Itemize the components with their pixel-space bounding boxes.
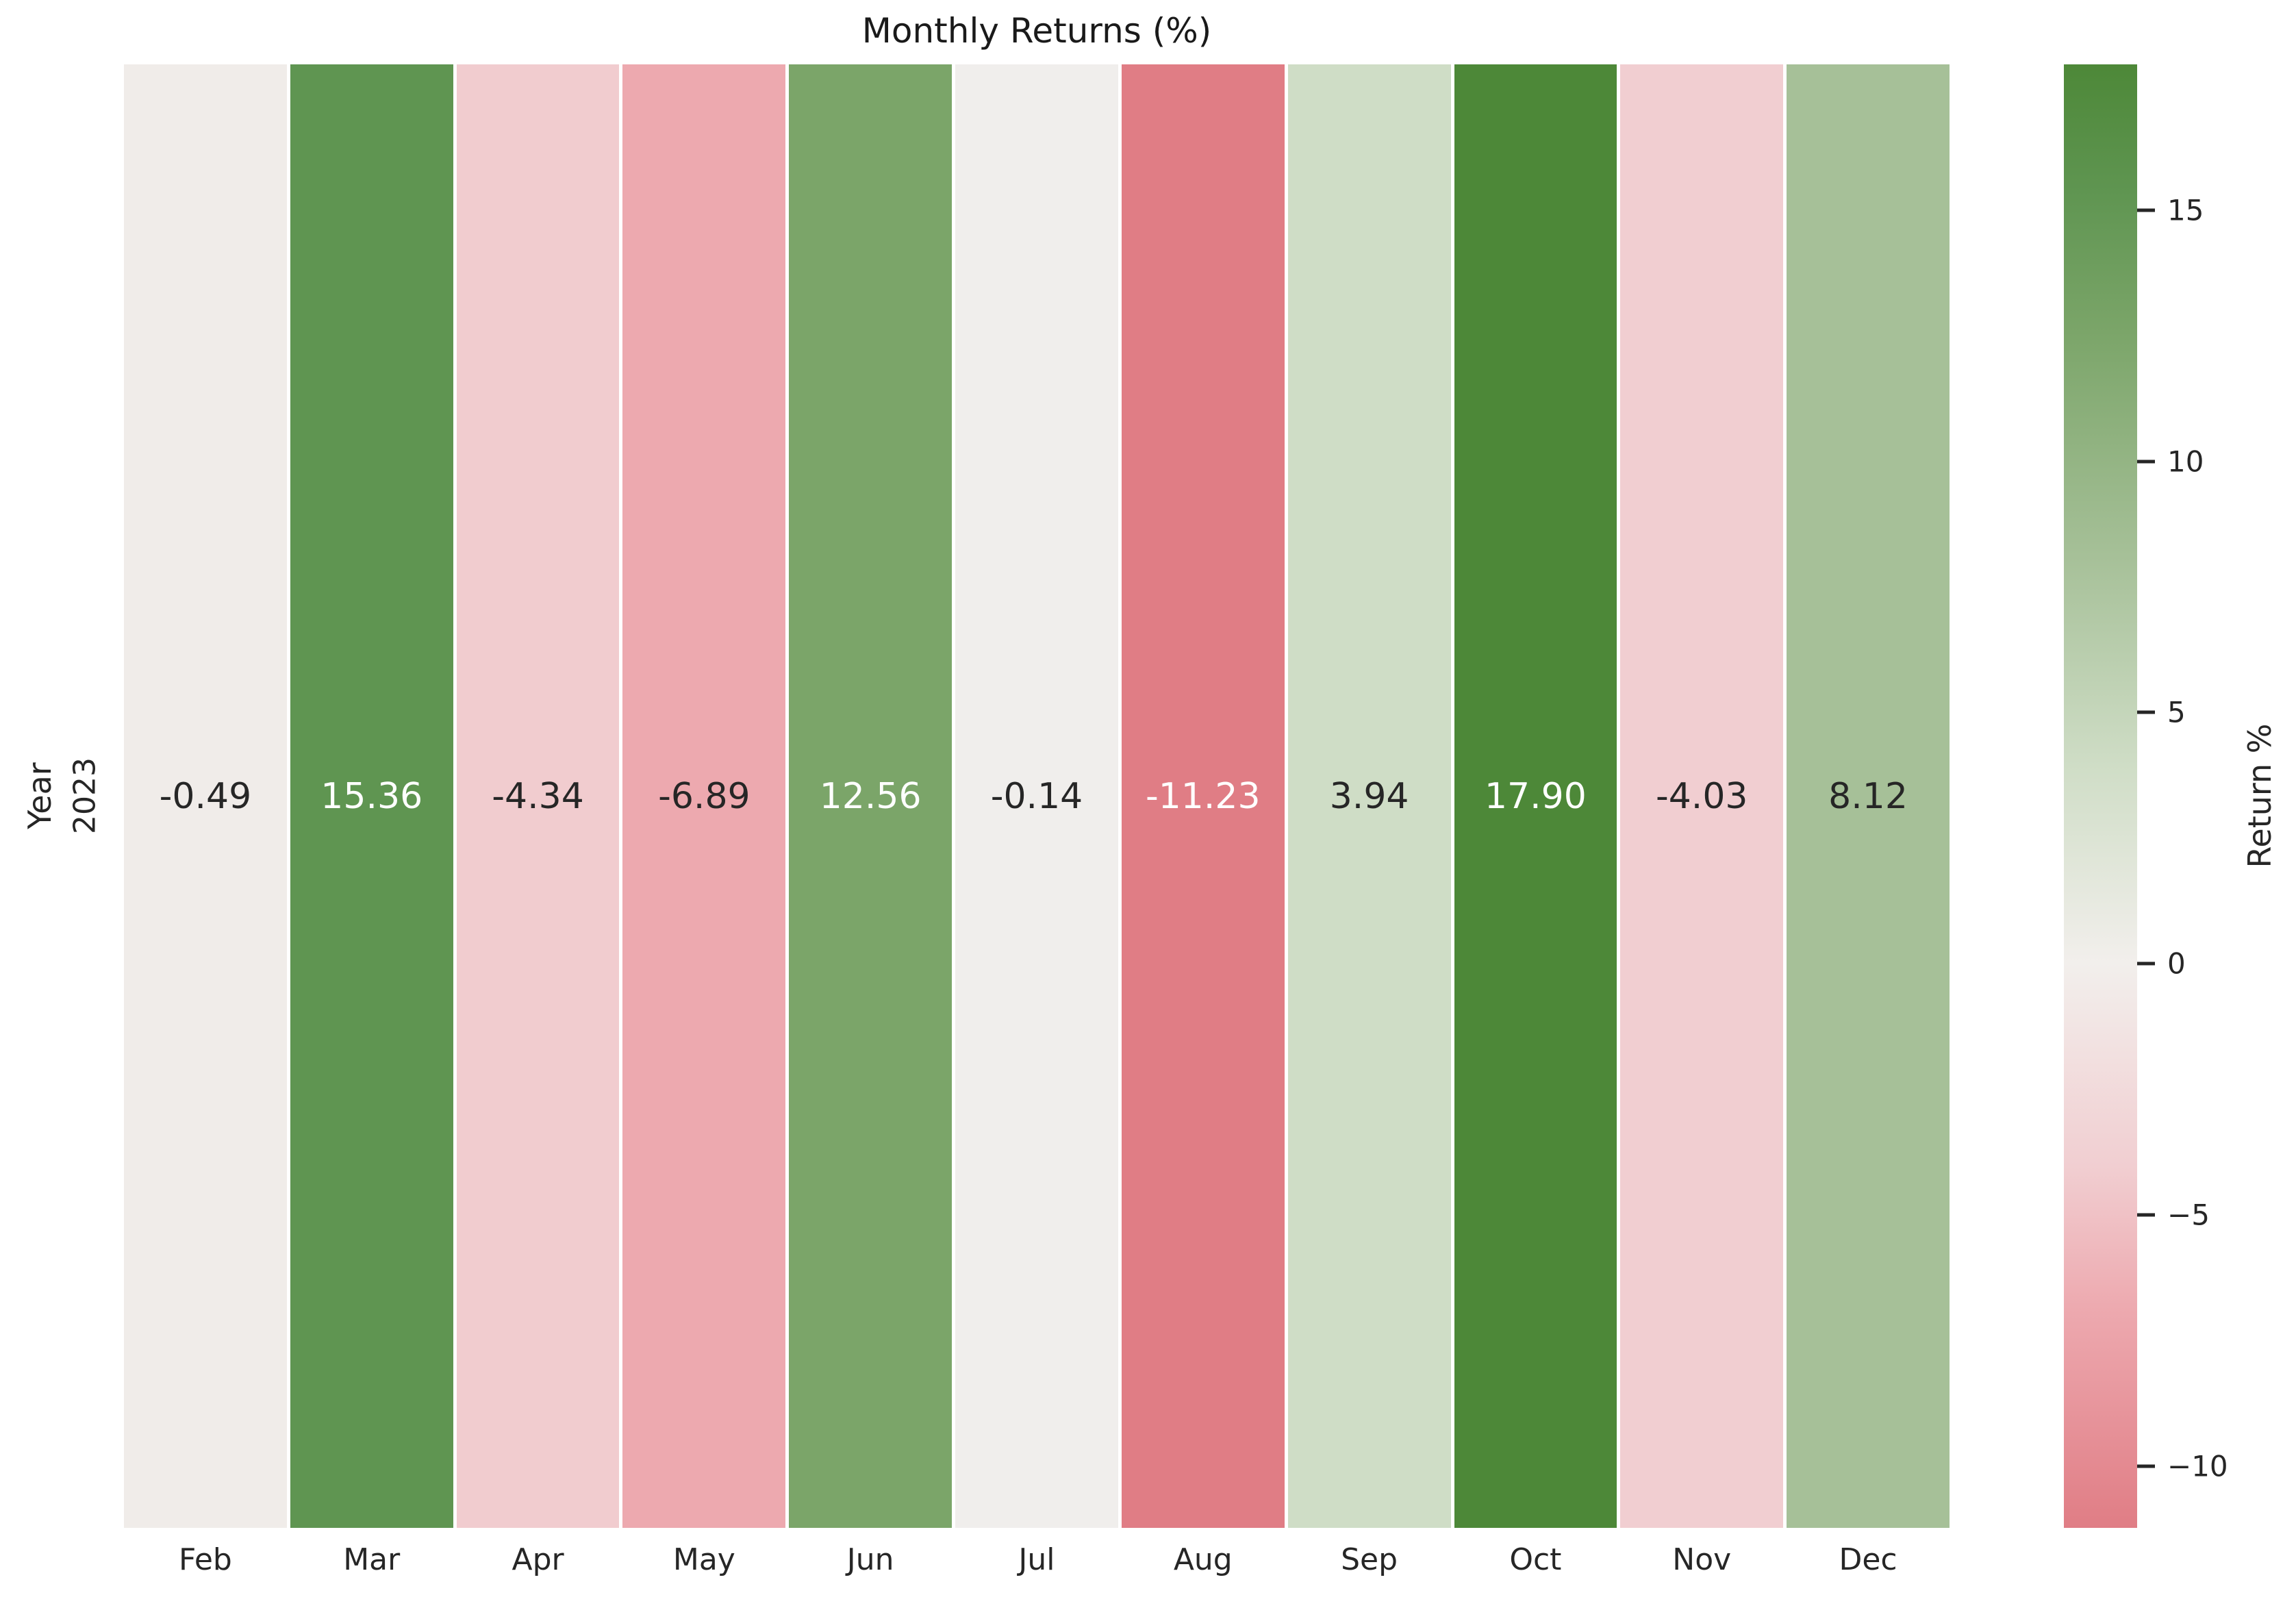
colorbar-tick-label-10: 10	[2167, 444, 2204, 479]
x-axis-tick-labels: Feb Mar Apr May Jun Jul Aug Sep Oct Nov Dec	[124, 1542, 1950, 1577]
heatmap-plot-area: -0.49 15.36 -4.34 -6.89 12.56 -0.14 -11.23 3.94…	[124, 64, 1950, 1528]
cell-annotation: 3.94	[1329, 775, 1409, 817]
heatmap-cell-may: -6.89	[622, 64, 786, 1528]
heatmap-cell-sep: 3.94	[1287, 64, 1451, 1528]
x-tick-label-sep: Sep	[1341, 1542, 1398, 1577]
cell-annotation: -0.14	[990, 775, 1083, 817]
cell-annotation: 8.12	[1828, 775, 1908, 817]
colorbar-tick-label-15: 15	[2167, 193, 2204, 227]
heatmap-cell-jul: -0.14	[955, 64, 1118, 1528]
x-tick-label-dec: Dec	[1839, 1542, 1897, 1577]
heatmap-cell-apr: -4.34	[456, 64, 620, 1528]
colorbar-tick-mark	[2137, 1213, 2155, 1217]
x-tick-label-mar: Mar	[343, 1542, 401, 1577]
colorbar-tick-mark	[2137, 460, 2155, 464]
x-tick-label-oct: Oct	[1509, 1542, 1562, 1577]
x-tick-label-aug: Aug	[1173, 1542, 1233, 1577]
x-tick-label-apr: Apr	[512, 1542, 564, 1577]
cell-annotation: 17.90	[1484, 775, 1587, 817]
colorbar-axis-label: Return %	[2241, 723, 2278, 868]
x-tick-label-feb: Feb	[178, 1542, 232, 1577]
x-tick-label-may: May	[672, 1542, 735, 1577]
cell-annotation: -4.34	[492, 775, 584, 817]
colorbar-tick-label-0: 0	[2167, 946, 2186, 981]
x-tick-label-nov: Nov	[1672, 1542, 1732, 1577]
x-tick-label-jul: Jul	[1018, 1542, 1055, 1577]
heatmap-cell-dec: 8.12	[1787, 64, 1950, 1528]
cell-annotation: -0.49	[159, 775, 252, 817]
x-tick-label-jun: Jun	[846, 1542, 894, 1577]
colorbar-tick-label-5: 5	[2167, 695, 2186, 729]
colorbar-tick-label--10: −10	[2167, 1449, 2228, 1483]
colorbar-tick-mark	[2137, 962, 2155, 966]
cell-annotation: -4.03	[1655, 775, 1748, 817]
colorbar-tick-label--5: −5	[2167, 1198, 2210, 1232]
cell-annotation: -6.89	[658, 775, 750, 817]
heatmap-cell-oct: 17.90	[1454, 64, 1617, 1528]
cell-annotation: -11.23	[1145, 775, 1261, 817]
heatmap-cell-nov: -4.03	[1620, 64, 1784, 1528]
y-axis-tick-label-2023: 2023	[67, 757, 103, 834]
heatmap-cell-feb: -0.49	[124, 64, 287, 1528]
heatmap-cell-aug: -11.23	[1121, 64, 1285, 1528]
heatmap-cell-mar: 15.36	[290, 64, 453, 1528]
colorbar-tick-mark	[2137, 1464, 2155, 1468]
cell-annotation: 12.56	[819, 775, 922, 817]
colorbar-tick-mark	[2137, 208, 2155, 212]
cell-annotation: 15.36	[320, 775, 423, 817]
colorbar-gradient	[2064, 64, 2137, 1528]
colorbar-tick-mark	[2137, 710, 2155, 714]
heatmap-cell-jun: 12.56	[789, 64, 953, 1528]
chart-title: Monthly Returns (%)	[861, 11, 1212, 51]
y-axis-label: Year	[21, 762, 58, 829]
